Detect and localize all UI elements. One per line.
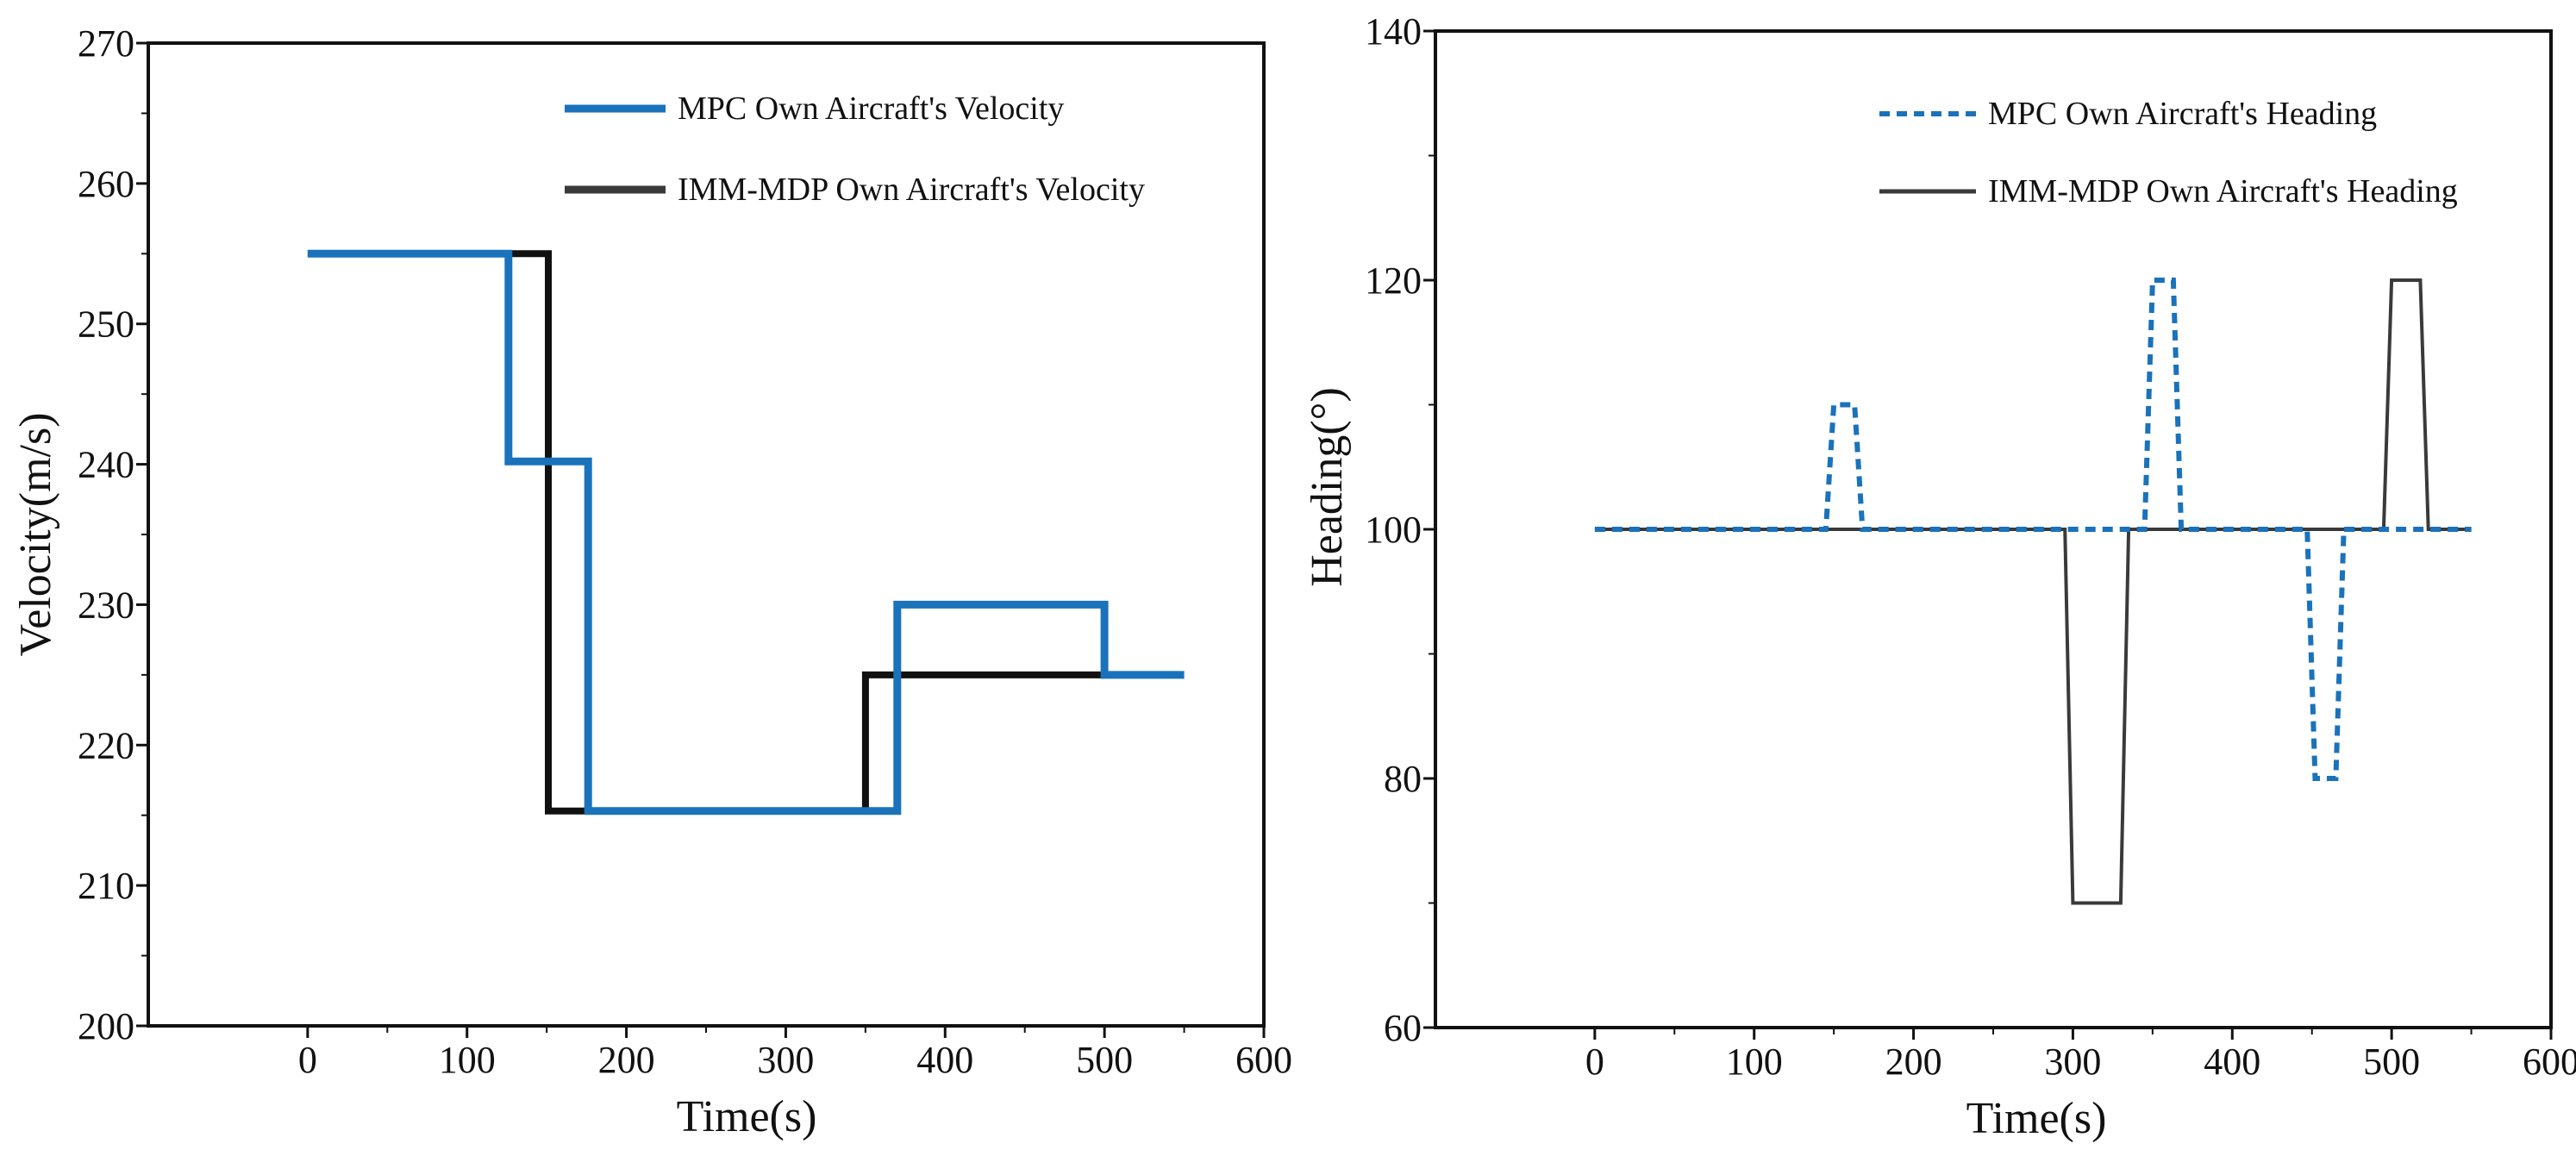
heading-y-axis-title: Heading(°) (1303, 387, 1352, 587)
velocity-y-axis-title: Velocity(m/s) (11, 412, 60, 656)
heading-x-axis: 0 100 200 300 400 500 600 (1585, 1028, 2576, 1083)
x-tick-label: 600 (2523, 1041, 2576, 1083)
y-tick-label: 230 (78, 584, 134, 626)
x-tick-label: 200 (598, 1039, 655, 1081)
y-tick-label: 250 (78, 303, 134, 346)
velocity-series-group (307, 249, 1185, 816)
y-tick-label: 220 (78, 724, 134, 766)
y-tick-label: 80 (1384, 758, 1422, 800)
y-tick-label: 100 (1365, 509, 1422, 551)
velocity-x-axis-title: Time(s) (677, 1092, 817, 1141)
series-line-mpc-own-aircraft-s-velocity (307, 249, 1185, 816)
x-tick-label: 200 (1885, 1041, 1942, 1083)
y-tick-label: 240 (78, 444, 134, 486)
y-tick-label: 270 (78, 22, 134, 65)
x-tick-label: 100 (439, 1039, 496, 1081)
series-line-mpc-own-aircraft-s-heading (1594, 278, 2472, 781)
legend-label-imm-mdp-heading: IMM-MDP Own Aircraft's Heading (1988, 173, 2458, 209)
heading-y-axis: 60 80 100 120 140 (1365, 10, 1435, 1049)
heading-series-group (1594, 278, 2472, 905)
x-tick-label: 300 (2044, 1041, 2101, 1083)
y-tick-label: 260 (78, 163, 134, 205)
y-tick-label: 120 (1365, 259, 1422, 302)
velocity-legend: MPC Own Aircraft's Velocity IMM-MDP Own … (565, 91, 1145, 208)
x-tick-label: 300 (757, 1039, 814, 1081)
x-tick-label: 600 (1235, 1039, 1292, 1081)
y-tick-label: 60 (1384, 1007, 1422, 1049)
x-tick-label: 100 (1726, 1041, 1783, 1083)
heading-chart: 0 100 200 300 400 500 600 60 80 100 120 140 Time(s… (1303, 10, 2576, 1143)
velocity-y-axis: 200 210 220 230 240 250 260 270 (78, 22, 148, 1047)
x-tick-label: 500 (2363, 1041, 2420, 1083)
legend-label-mpc-heading: MPC Own Aircraft's Heading (1988, 96, 2377, 132)
legend-label-imm-mdp-velocity: IMM-MDP Own Aircraft's Velocity (678, 172, 1145, 208)
y-tick-label: 200 (78, 1005, 134, 1047)
heading-x-axis-title: Time(s) (1966, 1094, 2107, 1143)
heading-legend: MPC Own Aircraft's Heading IMM-MDP Own A… (1879, 96, 2458, 209)
legend-label-mpc-velocity: MPC Own Aircraft's Velocity (678, 91, 1064, 127)
x-tick-label: 400 (916, 1039, 973, 1081)
velocity-chart: 0 100 200 300 400 500 600 200 210 220 230 240 250 26… (11, 22, 1292, 1141)
y-tick-label: 140 (1365, 10, 1422, 53)
velocity-x-axis: 0 100 200 300 400 500 600 (298, 1026, 1292, 1081)
x-tick-label: 500 (1076, 1039, 1133, 1081)
series-line-imm-mdp-own-aircraft-s-heading (1594, 278, 2472, 905)
x-tick-label: 0 (1585, 1041, 1604, 1083)
x-tick-label: 400 (2204, 1041, 2260, 1083)
series-line-imm-mdp-own-aircraft-s-velocity (307, 250, 1105, 815)
y-tick-label: 210 (78, 865, 134, 907)
x-tick-label: 0 (298, 1039, 317, 1081)
